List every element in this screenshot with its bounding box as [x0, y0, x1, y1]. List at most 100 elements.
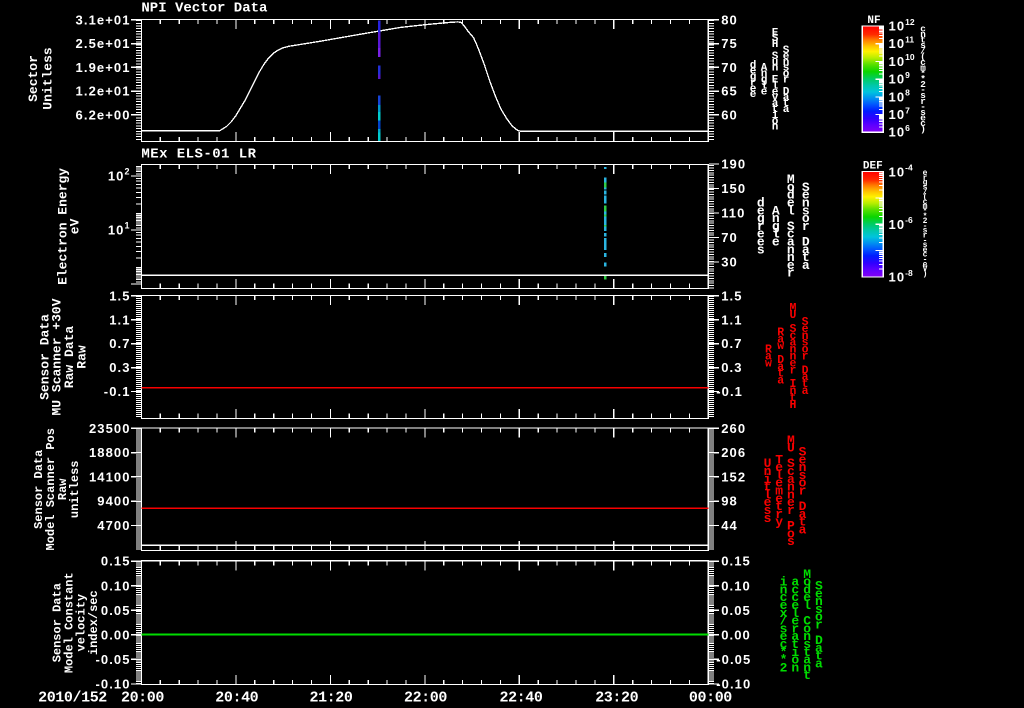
svg-text:Sensor Data: Sensor Data	[32, 450, 46, 529]
svg-text:22:00: 22:00	[404, 689, 447, 706]
svg-text:s: s	[783, 63, 790, 75]
svg-text:t: t	[803, 645, 811, 660]
svg-text:r: r	[783, 75, 790, 87]
svg-text:s: s	[780, 621, 788, 636]
svg-text:n: n	[780, 582, 788, 597]
svg-text:c: c	[923, 198, 928, 207]
svg-text:75: 75	[721, 36, 738, 51]
svg-text:index/sec: index/sec	[87, 590, 101, 655]
svg-text:i: i	[791, 645, 799, 660]
svg-text:n: n	[789, 385, 796, 398]
svg-text:1012: 1012	[889, 17, 915, 34]
svg-text:c: c	[920, 57, 926, 68]
svg-text:e: e	[787, 258, 795, 273]
svg-text:c: c	[787, 227, 795, 242]
svg-text:D: D	[815, 633, 823, 648]
svg-text:w: w	[777, 340, 784, 353]
svg-text:(: (	[920, 51, 926, 62]
svg-text:M: M	[787, 433, 795, 448]
svg-text:s: s	[920, 107, 926, 118]
svg-text:n: n	[799, 460, 807, 475]
svg-text:10-8: 10-8	[889, 268, 914, 285]
svg-text:a: a	[783, 92, 790, 104]
svg-text:l: l	[772, 227, 780, 242]
svg-text:a: a	[783, 104, 790, 116]
svg-text:n: n	[772, 211, 780, 226]
svg-text:0.7: 0.7	[721, 336, 742, 351]
svg-text:i: i	[772, 110, 779, 122]
svg-text:a: a	[789, 337, 796, 350]
svg-text:m: m	[920, 62, 926, 73]
svg-text:0.05: 0.05	[721, 603, 751, 618]
svg-text:n: n	[761, 69, 768, 81]
svg-text:s: s	[787, 534, 795, 549]
svg-text:S: S	[802, 316, 809, 329]
svg-text:t: t	[777, 368, 784, 381]
svg-text:i: i	[780, 575, 788, 590]
svg-text:2: 2	[920, 79, 926, 90]
svg-text:unitless: unitless	[68, 460, 82, 518]
svg-text:c: c	[920, 23, 926, 34]
svg-text:S: S	[802, 180, 810, 195]
svg-text:s: s	[757, 242, 765, 257]
svg-text:r: r	[750, 78, 757, 90]
svg-text:Unitless: Unitless	[40, 47, 55, 110]
svg-text:NPI Vector Data: NPI Vector Data	[141, 1, 268, 17]
svg-text:n: n	[783, 57, 790, 69]
svg-text:n: n	[787, 487, 795, 502]
svg-text:S: S	[787, 219, 795, 234]
svg-text:t: t	[775, 499, 783, 514]
svg-text:0.05: 0.05	[101, 603, 131, 618]
svg-text:21:20: 21:20	[309, 689, 352, 706]
svg-text:D: D	[799, 499, 807, 514]
svg-text:S: S	[799, 445, 807, 460]
svg-text:107: 107	[889, 105, 911, 122]
svg-text:1.1: 1.1	[109, 312, 130, 327]
svg-text:e: e	[761, 86, 768, 98]
svg-text:9400: 9400	[97, 494, 130, 509]
svg-text:a: a	[803, 653, 811, 668]
svg-text:n: n	[803, 660, 811, 675]
svg-text:a: a	[802, 385, 809, 398]
svg-text:t: t	[815, 649, 823, 664]
svg-text:x: x	[780, 606, 788, 621]
svg-text:30: 30	[721, 255, 738, 270]
svg-text:0.10: 0.10	[721, 578, 751, 593]
svg-text:0.00: 0.00	[101, 627, 131, 642]
svg-text:e: e	[772, 235, 780, 250]
svg-text:s: s	[802, 337, 809, 350]
svg-text:e: e	[791, 614, 799, 629]
svg-text:l: l	[761, 80, 768, 92]
svg-text:*: *	[780, 653, 788, 668]
svg-text:1.2e+01: 1.2e+01	[76, 84, 131, 99]
svg-text:i: i	[764, 472, 772, 487]
svg-text:n: n	[920, 29, 926, 40]
svg-text:c: c	[780, 590, 788, 605]
svg-text:109: 109	[889, 70, 911, 87]
svg-text:-0.05: -0.05	[95, 652, 130, 667]
svg-text:c: c	[789, 330, 796, 343]
svg-text:*: *	[923, 208, 928, 217]
svg-text:101: 101	[108, 221, 131, 238]
svg-text:): )	[923, 270, 928, 279]
svg-text:D: D	[802, 364, 809, 377]
svg-text:Raw: Raw	[74, 345, 89, 369]
svg-text:s: s	[923, 241, 928, 250]
svg-text:Electron Energy: Electron Energy	[55, 168, 70, 285]
svg-text:r: r	[789, 364, 796, 377]
svg-text:r: r	[802, 351, 809, 364]
svg-text:c: c	[787, 464, 795, 479]
svg-text:e: e	[920, 113, 926, 124]
svg-text:l: l	[764, 487, 772, 502]
svg-text:e: e	[757, 227, 765, 242]
svg-text:s: s	[799, 468, 807, 483]
svg-text:n: n	[789, 344, 796, 357]
svg-text:1.1: 1.1	[721, 312, 742, 327]
svg-text:e: e	[757, 203, 765, 218]
svg-text:s: s	[923, 227, 928, 236]
svg-text:l: l	[772, 80, 779, 92]
svg-text:r: r	[920, 96, 926, 107]
svg-text:D: D	[783, 86, 790, 98]
svg-text:M: M	[787, 172, 795, 187]
svg-text:r: r	[923, 232, 928, 241]
